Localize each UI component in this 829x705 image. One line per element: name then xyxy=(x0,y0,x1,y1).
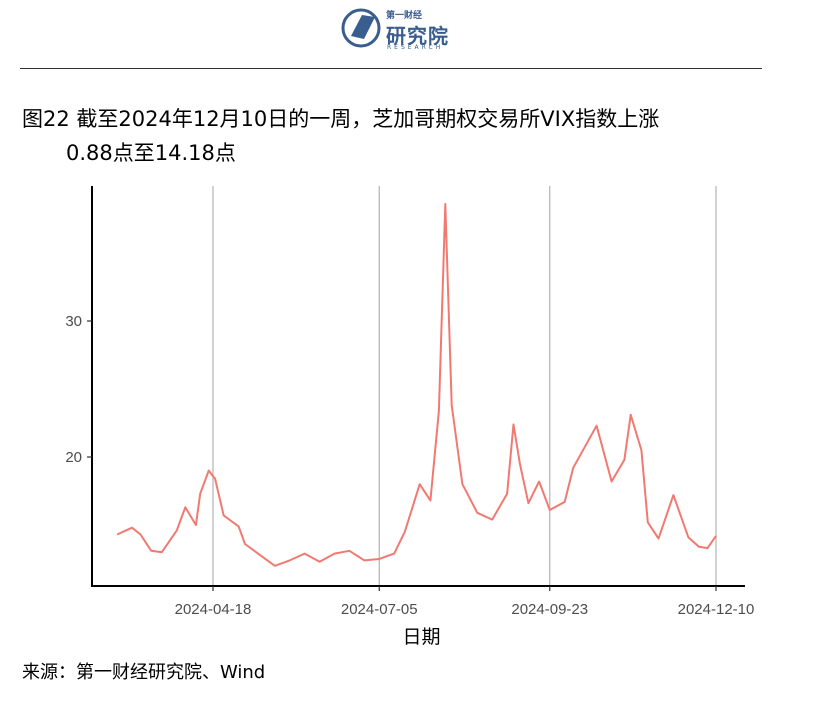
figure-title: 图22 截至2024年12月10日的一周，芝加哥期权交易所VIX指数上涨 0.8… xyxy=(22,102,802,170)
vix-series-line xyxy=(116,203,717,567)
y-tick-label-0: 20 xyxy=(65,449,82,466)
figure-title-line2: 0.88点至14.18点 xyxy=(66,141,236,165)
brand-tagline: RESEARCH xyxy=(387,44,444,51)
source-note: 来源：第一财经研究院、Wind xyxy=(22,662,266,683)
brand-mark-icon xyxy=(341,8,381,48)
y-tick-label-1: 30 xyxy=(65,313,82,330)
brand-logo: 第一财经 研究院 RESEARCH xyxy=(340,6,460,56)
x-axis-title: 日期 xyxy=(402,626,440,648)
figure-title-line1: 图22 截至2024年12月10日的一周，芝加哥期权交易所VIX指数上涨 xyxy=(22,107,660,131)
x-tick-label-3: 2024-12-10 xyxy=(678,601,755,618)
x-tick-label-1: 2024-07-05 xyxy=(341,601,418,618)
x-tick-label-0: 2024-04-18 xyxy=(175,601,252,618)
brand-name: 研究院 xyxy=(386,24,449,48)
header-divider xyxy=(20,68,762,69)
x-tick-label-2: 2024-09-23 xyxy=(511,601,588,618)
brand-subtitle: 第一财经 xyxy=(386,11,423,21)
